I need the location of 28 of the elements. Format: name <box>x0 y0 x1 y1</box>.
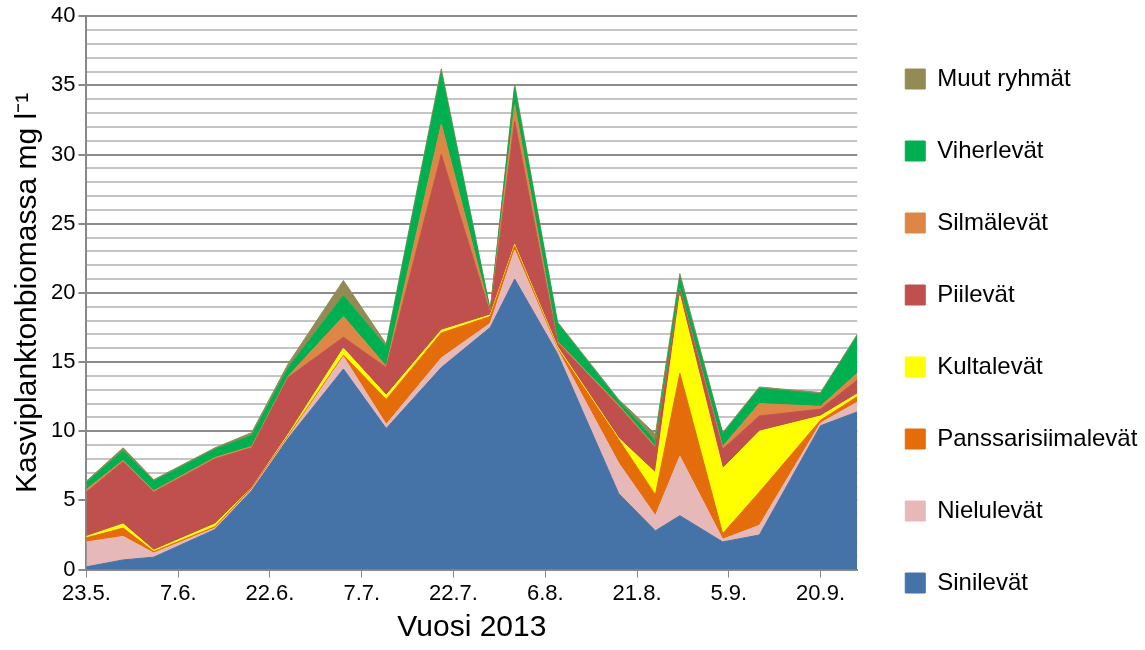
legend-label: Piilevät <box>937 279 1015 307</box>
legend-label: Viherlevät <box>937 135 1044 163</box>
x-axis-title: Vuosi 2013 <box>397 609 547 643</box>
x-tick-label: 23.5. <box>62 579 111 605</box>
x-tick-label: 21.8. <box>612 579 662 605</box>
y-tick-label: 30 <box>50 140 76 166</box>
legend-label: Sinilevät <box>937 567 1029 595</box>
x-tick-label: 6.8. <box>526 579 564 605</box>
x-tick-label: 5.9. <box>710 579 748 605</box>
legend-label: Kultalevät <box>937 351 1043 379</box>
x-tick-label: 22.6. <box>245 579 295 605</box>
legend-label: Nielulevät <box>937 495 1043 523</box>
legend-label: Panssarisiimalevät <box>937 423 1138 451</box>
x-tick-label: 7.6. <box>159 579 197 605</box>
x-tick-label: 20.9. <box>796 579 846 605</box>
y-tick-label: 35 <box>50 71 76 97</box>
y-tick-label: 25 <box>50 209 76 235</box>
legend-label: Silmälevät <box>937 207 1049 235</box>
y-tick-label: 5 <box>63 486 76 512</box>
y-tick-label: 15 <box>50 348 76 374</box>
legend-label: Muut ryhmät <box>937 63 1071 91</box>
y-tick-label: 0 <box>63 555 76 581</box>
y-tick-label: 10 <box>50 417 76 443</box>
y-tick-label: 40 <box>50 2 76 28</box>
x-tick-label: 7.7. <box>343 579 381 605</box>
x-tick-label: 22.7. <box>429 579 478 605</box>
y-axis-title: Kasviplanktonbiomassa mg l⁻¹ <box>9 92 43 493</box>
y-tick-label: 20 <box>50 278 76 304</box>
